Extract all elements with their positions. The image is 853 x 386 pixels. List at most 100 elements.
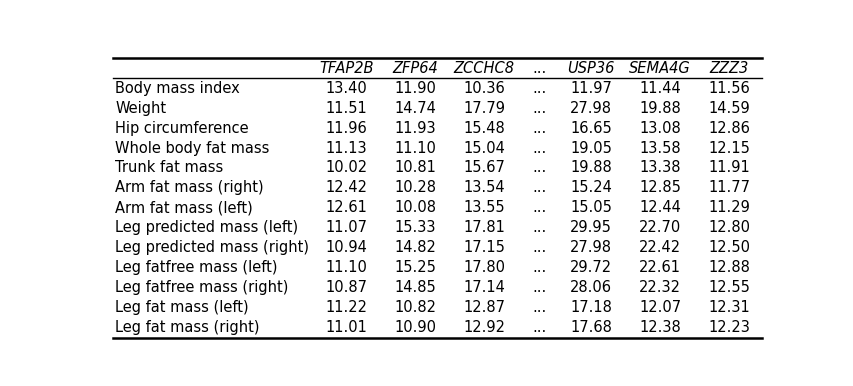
Text: 15.33: 15.33: [394, 220, 436, 235]
Text: 13.38: 13.38: [639, 161, 680, 176]
Text: Whole body fat mass: Whole body fat mass: [115, 141, 270, 156]
Text: 17.81: 17.81: [463, 220, 505, 235]
Text: 10.08: 10.08: [394, 200, 436, 215]
Text: 17.79: 17.79: [462, 101, 505, 115]
Text: ...: ...: [531, 81, 546, 96]
Text: Leg fat mass (right): Leg fat mass (right): [115, 320, 259, 335]
Text: 17.68: 17.68: [570, 320, 612, 335]
Text: ...: ...: [531, 280, 546, 295]
Text: ...: ...: [531, 320, 546, 335]
Text: 11.07: 11.07: [325, 220, 367, 235]
Text: ZZZ3: ZZZ3: [709, 61, 748, 76]
Text: 13.54: 13.54: [463, 180, 504, 195]
Text: 13.58: 13.58: [639, 141, 680, 156]
Text: 17.15: 17.15: [463, 240, 505, 255]
Text: 10.02: 10.02: [325, 161, 367, 176]
Text: ...: ...: [531, 141, 546, 156]
Text: Weight: Weight: [115, 101, 166, 115]
Text: ...: ...: [531, 240, 546, 255]
Text: 12.31: 12.31: [707, 300, 749, 315]
Text: 15.05: 15.05: [570, 200, 612, 215]
Text: 14.59: 14.59: [707, 101, 749, 115]
Text: 11.93: 11.93: [394, 120, 436, 135]
Text: Leg predicted mass (left): Leg predicted mass (left): [115, 220, 299, 235]
Text: ZFP64: ZFP64: [392, 61, 438, 76]
Text: ...: ...: [531, 161, 546, 176]
Text: 10.81: 10.81: [394, 161, 436, 176]
Text: 12.55: 12.55: [707, 280, 749, 295]
Text: 14.74: 14.74: [394, 101, 436, 115]
Text: Leg fat mass (left): Leg fat mass (left): [115, 300, 249, 315]
Text: ...: ...: [531, 260, 546, 275]
Text: 17.80: 17.80: [462, 260, 505, 275]
Text: 19.88: 19.88: [639, 101, 681, 115]
Text: 12.85: 12.85: [639, 180, 681, 195]
Text: 10.94: 10.94: [325, 240, 367, 255]
Text: ...: ...: [531, 200, 546, 215]
Text: 11.97: 11.97: [570, 81, 612, 96]
Text: ...: ...: [531, 120, 546, 135]
Text: 28.06: 28.06: [570, 280, 612, 295]
Text: Leg fatfree mass (right): Leg fatfree mass (right): [115, 280, 288, 295]
Text: SEMA4G: SEMA4G: [629, 61, 690, 76]
Text: 10.87: 10.87: [325, 280, 367, 295]
Text: Leg fatfree mass (left): Leg fatfree mass (left): [115, 260, 277, 275]
Text: 15.67: 15.67: [463, 161, 505, 176]
Text: Arm fat mass (right): Arm fat mass (right): [115, 180, 264, 195]
Text: ...: ...: [531, 61, 546, 76]
Text: 12.87: 12.87: [462, 300, 505, 315]
Text: TFAP2B: TFAP2B: [319, 61, 373, 76]
Text: 11.13: 11.13: [325, 141, 367, 156]
Text: ...: ...: [531, 300, 546, 315]
Text: Hip circumference: Hip circumference: [115, 120, 249, 135]
Text: 19.88: 19.88: [570, 161, 612, 176]
Text: 29.72: 29.72: [570, 260, 612, 275]
Text: 27.98: 27.98: [570, 240, 612, 255]
Text: 12.92: 12.92: [462, 320, 505, 335]
Text: Body mass index: Body mass index: [115, 81, 240, 96]
Text: 12.07: 12.07: [638, 300, 681, 315]
Text: 12.80: 12.80: [707, 220, 749, 235]
Text: ...: ...: [531, 101, 546, 115]
Text: 11.10: 11.10: [325, 260, 367, 275]
Text: 12.61: 12.61: [325, 200, 367, 215]
Text: 15.04: 15.04: [463, 141, 505, 156]
Text: 15.25: 15.25: [394, 260, 436, 275]
Text: 10.90: 10.90: [394, 320, 436, 335]
Text: USP36: USP36: [567, 61, 614, 76]
Text: 19.05: 19.05: [570, 141, 612, 156]
Text: 10.36: 10.36: [463, 81, 504, 96]
Text: 22.32: 22.32: [638, 280, 681, 295]
Text: 12.88: 12.88: [707, 260, 749, 275]
Text: 14.85: 14.85: [394, 280, 436, 295]
Text: 14.82: 14.82: [394, 240, 436, 255]
Text: 15.48: 15.48: [463, 120, 504, 135]
Text: Arm fat mass (left): Arm fat mass (left): [115, 200, 252, 215]
Text: 11.29: 11.29: [707, 200, 749, 215]
Text: 17.14: 17.14: [463, 280, 505, 295]
Text: 22.61: 22.61: [638, 260, 681, 275]
Text: 11.96: 11.96: [325, 120, 367, 135]
Text: 12.15: 12.15: [707, 141, 749, 156]
Text: 11.22: 11.22: [325, 300, 367, 315]
Text: 16.65: 16.65: [570, 120, 612, 135]
Text: ZCCHC8: ZCCHC8: [453, 61, 514, 76]
Text: 27.98: 27.98: [570, 101, 612, 115]
Text: 12.86: 12.86: [707, 120, 749, 135]
Text: 11.90: 11.90: [394, 81, 436, 96]
Text: 12.50: 12.50: [707, 240, 749, 255]
Text: 13.55: 13.55: [463, 200, 504, 215]
Text: 12.42: 12.42: [325, 180, 367, 195]
Text: Trunk fat mass: Trunk fat mass: [115, 161, 223, 176]
Text: 11.10: 11.10: [394, 141, 436, 156]
Text: 11.56: 11.56: [707, 81, 749, 96]
Text: 12.38: 12.38: [639, 320, 681, 335]
Text: Leg predicted mass (right): Leg predicted mass (right): [115, 240, 309, 255]
Text: 10.28: 10.28: [394, 180, 436, 195]
Text: 13.40: 13.40: [325, 81, 367, 96]
Text: 11.44: 11.44: [639, 81, 681, 96]
Text: 11.91: 11.91: [707, 161, 749, 176]
Text: ...: ...: [531, 180, 546, 195]
Text: 17.18: 17.18: [570, 300, 612, 315]
Text: 11.51: 11.51: [325, 101, 367, 115]
